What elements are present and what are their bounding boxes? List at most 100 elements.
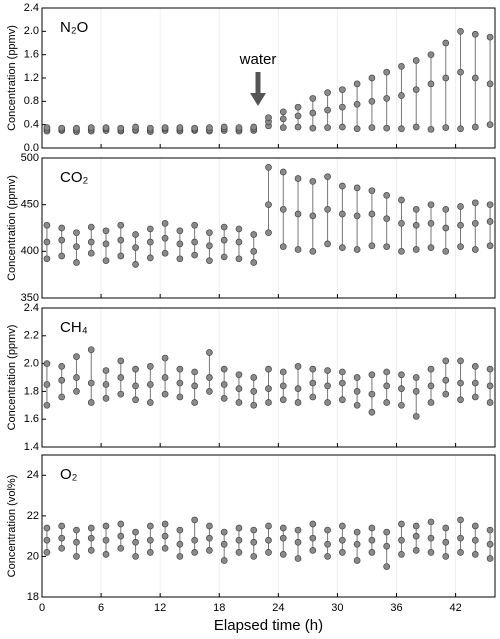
point — [486, 555, 494, 562]
point — [324, 526, 331, 534]
point — [102, 227, 110, 235]
point — [43, 124, 51, 131]
point — [412, 374, 420, 381]
y-tick-label: 1.6 — [24, 413, 39, 425]
point — [73, 259, 80, 266]
point — [486, 540, 494, 548]
point — [309, 95, 317, 102]
point — [309, 393, 317, 401]
point — [353, 528, 361, 536]
point — [73, 229, 80, 237]
point — [279, 382, 287, 390]
point — [368, 210, 376, 218]
point — [58, 236, 66, 244]
point — [87, 238, 95, 246]
point — [102, 257, 110, 265]
point — [339, 123, 346, 131]
point — [398, 371, 405, 379]
point — [220, 395, 228, 402]
point — [102, 124, 110, 131]
point — [73, 374, 80, 381]
point — [324, 124, 331, 131]
point — [383, 95, 391, 102]
panel-frame — [41, 454, 496, 598]
point — [339, 522, 346, 530]
point — [309, 520, 317, 528]
point — [294, 363, 302, 370]
point — [73, 388, 80, 395]
point — [398, 219, 405, 227]
point — [383, 399, 391, 406]
point — [353, 125, 361, 133]
point — [279, 534, 287, 542]
point — [250, 388, 258, 395]
point — [102, 551, 110, 558]
point — [339, 379, 346, 387]
point — [43, 549, 51, 556]
point — [191, 238, 198, 246]
point — [294, 210, 302, 218]
y-tick-label: 0.0 — [24, 142, 39, 154]
panel-frame — [41, 157, 496, 299]
point — [471, 379, 479, 387]
point — [191, 368, 198, 376]
point — [353, 540, 361, 548]
point — [368, 549, 376, 556]
point — [265, 114, 272, 122]
point — [235, 549, 243, 556]
point — [102, 381, 110, 388]
point — [412, 221, 420, 229]
point — [471, 219, 479, 227]
point — [471, 363, 479, 370]
point — [191, 382, 198, 390]
x-tick-label: 24 — [272, 602, 284, 614]
point — [206, 257, 213, 265]
point — [471, 393, 479, 401]
point — [471, 74, 479, 82]
point — [58, 376, 66, 384]
point — [58, 393, 66, 401]
panel-label: N₂O — [60, 19, 88, 36]
point — [146, 399, 154, 406]
point — [87, 223, 95, 231]
point — [427, 399, 435, 406]
point — [279, 551, 287, 558]
point — [294, 538, 302, 546]
point — [294, 246, 302, 253]
point — [427, 534, 435, 542]
point — [486, 201, 494, 209]
point — [191, 221, 198, 229]
point — [294, 123, 302, 131]
point — [250, 401, 258, 409]
point — [132, 123, 139, 131]
point — [427, 382, 435, 390]
point — [442, 538, 450, 546]
point — [250, 553, 258, 560]
point — [161, 124, 169, 131]
point — [383, 124, 391, 132]
point — [457, 203, 464, 210]
point — [486, 382, 494, 390]
point — [457, 549, 464, 556]
point — [471, 551, 479, 558]
point — [206, 388, 213, 395]
point — [132, 382, 139, 390]
point — [132, 231, 139, 238]
point — [324, 173, 331, 181]
point — [176, 227, 184, 235]
point — [220, 123, 228, 131]
point — [294, 385, 302, 392]
point — [486, 121, 494, 129]
point — [43, 524, 51, 532]
point — [398, 196, 405, 204]
point — [265, 549, 272, 556]
point — [117, 252, 125, 260]
point — [235, 255, 243, 263]
point — [442, 224, 450, 232]
point — [368, 74, 376, 82]
point — [383, 191, 391, 199]
point — [486, 365, 494, 373]
point — [132, 261, 139, 268]
point — [43, 401, 51, 409]
